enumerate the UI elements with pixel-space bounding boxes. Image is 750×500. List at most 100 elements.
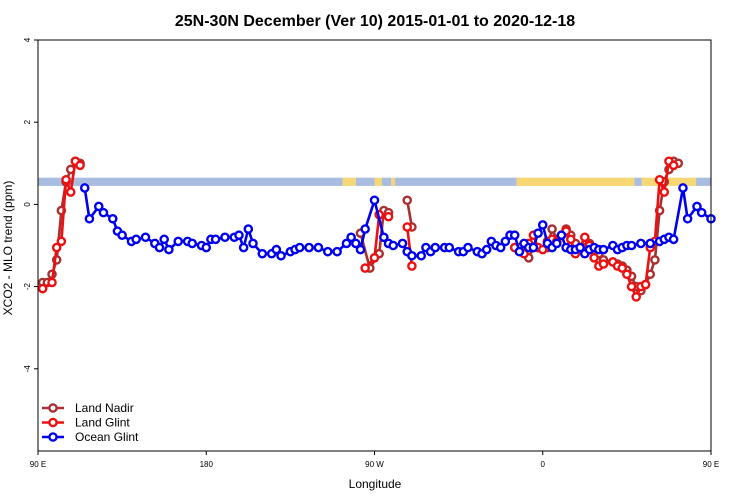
x-axis: 90 E 180 90 W 0 90 E [30, 451, 719, 469]
data-point [294, 242, 305, 253]
data-point [98, 207, 109, 218]
legend-marker [48, 432, 58, 442]
data-point [369, 253, 380, 263]
data-point [304, 242, 314, 253]
data-point [154, 242, 165, 253]
data-point [164, 244, 174, 255]
data-point [47, 277, 57, 288]
data-point [234, 230, 244, 241]
mask-ocean-segment [634, 177, 642, 186]
data-point [626, 281, 637, 292]
data-point [201, 242, 212, 253]
y-axis: 4 2 0 -2 -4 [23, 37, 38, 372]
y-tick-label: 0 [23, 202, 32, 207]
series-ocean-glint [79, 183, 716, 261]
mask-ocean-segment [381, 177, 392, 186]
data-point [659, 187, 670, 197]
data-point [626, 240, 637, 251]
data-point [556, 230, 567, 241]
land-ocean-mask [38, 177, 711, 186]
data-point [444, 242, 455, 253]
data-point [500, 236, 511, 247]
data-point [173, 236, 184, 247]
data-point [159, 234, 169, 245]
mask-land-segment [391, 177, 396, 186]
mask-ocean-segment [696, 177, 711, 186]
legend-item: Ocean Glint [42, 430, 139, 444]
data-point [617, 263, 628, 273]
data-point [650, 255, 660, 265]
data-point [481, 244, 492, 255]
data-point [84, 213, 95, 224]
data-point [668, 160, 679, 171]
data-point [645, 238, 656, 249]
series-line [41, 159, 81, 290]
data-point [322, 246, 333, 257]
data-point [533, 228, 543, 238]
data-point [388, 240, 398, 251]
data-point [631, 292, 642, 302]
data-point [360, 263, 370, 273]
data-point [140, 232, 151, 243]
data-point [575, 242, 585, 253]
data-point [654, 174, 665, 185]
data-point [313, 242, 324, 253]
data-point [636, 238, 646, 249]
data-point [248, 238, 258, 249]
data-point [276, 250, 286, 261]
data-point [243, 224, 254, 234]
data-point [360, 224, 370, 234]
data-point [220, 232, 230, 243]
data-point [238, 242, 249, 253]
data-point [379, 232, 389, 243]
data-point [682, 213, 693, 224]
data-point [56, 236, 67, 247]
data-point [79, 183, 90, 193]
data-point [402, 222, 413, 232]
data-point [622, 269, 632, 280]
data-point [514, 246, 525, 257]
data-point [668, 234, 679, 245]
series-layer [37, 156, 716, 302]
data-point [416, 250, 427, 261]
data-point [551, 238, 562, 249]
data-point [51, 242, 62, 253]
data-point [61, 174, 71, 185]
legend-label: Land Nadir [75, 401, 134, 415]
data-point [547, 224, 557, 234]
data-point [117, 230, 127, 241]
data-point [210, 234, 221, 245]
data-point [93, 201, 104, 212]
data-point [351, 238, 361, 249]
y-tick-label: 4 [23, 37, 32, 42]
data-point [598, 244, 609, 255]
y-tick-label: -4 [23, 365, 32, 373]
mask-ocean-segment [355, 177, 375, 186]
x-axis-label: Longitude [349, 477, 402, 491]
data-point [407, 261, 417, 271]
data-point [580, 232, 590, 243]
data-point [37, 283, 48, 294]
x-tick-label: 90 E [703, 460, 719, 469]
data-point [640, 279, 651, 290]
mask-ocean-segment [395, 177, 517, 186]
data-point [271, 244, 282, 255]
data-point [537, 244, 548, 255]
data-point [407, 250, 417, 261]
legend-marker [48, 417, 58, 428]
data-point [495, 242, 506, 253]
mask-land-segment [342, 177, 356, 186]
legend-label: Land Glint [75, 416, 130, 430]
data-point [75, 160, 85, 171]
data-point [131, 234, 141, 245]
data-point [332, 246, 342, 257]
data-point [257, 248, 268, 259]
data-point [402, 195, 413, 206]
y-axis-label: XCO2 - MLO trend (ppm) [1, 181, 15, 316]
data-point [598, 259, 609, 269]
data-point [65, 187, 76, 197]
data-point [565, 234, 576, 245]
chart-title: 25N-30N December (Ver 10) 2015-01-01 to … [175, 13, 575, 30]
data-point [355, 244, 366, 255]
